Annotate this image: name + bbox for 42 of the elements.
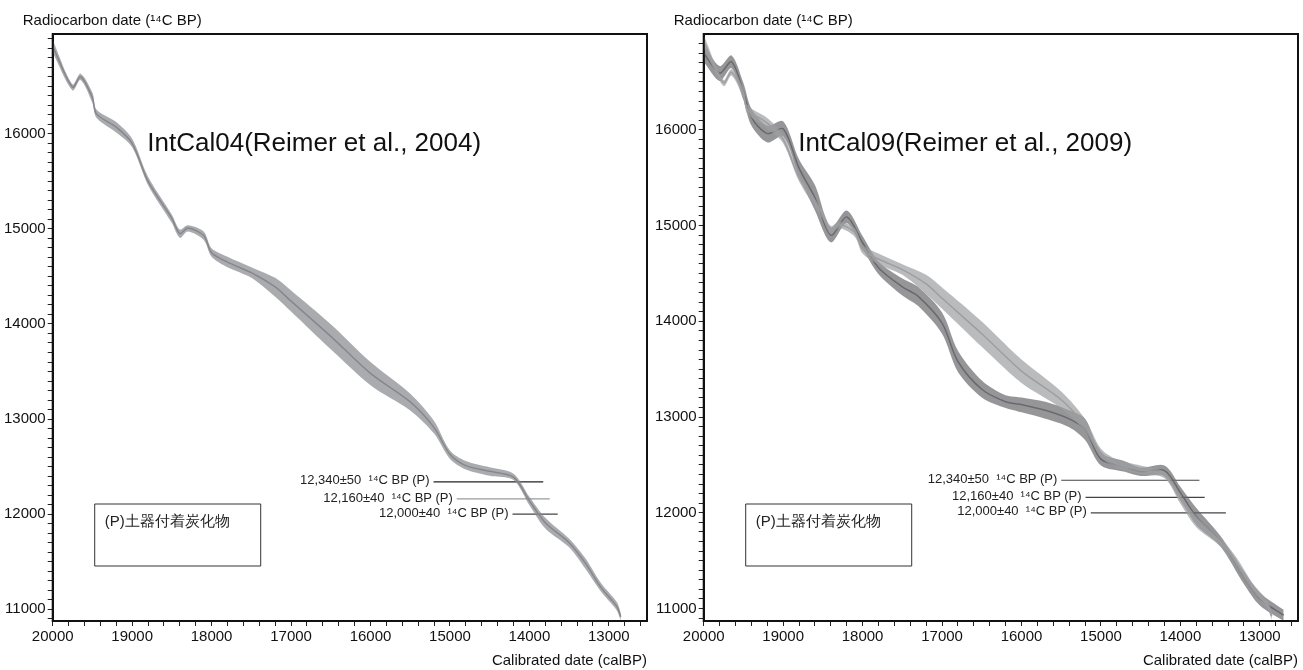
y-tick-label: 16000 <box>654 119 697 137</box>
y-tick-label: 11000 <box>5 599 46 617</box>
x-tick-label: 18000 <box>841 627 884 645</box>
series-label: 12,160±40 ¹⁴C BP (P) <box>323 489 453 505</box>
text: IntCal04(Reimer et al., 2004) <box>147 127 482 158</box>
y-tick-label: 13000 <box>654 407 697 425</box>
x-tick-label: 17000 <box>270 627 312 645</box>
x-axis-title: Calibrated date (calBP) <box>491 650 647 668</box>
y-tick-label: 14000 <box>654 311 697 329</box>
x-tick-label: 15000 <box>429 627 471 645</box>
x-axis-title: Calibrated date (calBP) <box>1142 650 1298 668</box>
y-tick-label: 12000 <box>3 504 46 522</box>
y-axis-title: Radiocarbon date (¹⁴C BP) <box>22 10 202 28</box>
x-tick-label: 14000 <box>1159 627 1202 645</box>
text: IntCal09(Reimer et al., 2009) <box>798 127 1133 158</box>
x-tick-label: 18000 <box>190 627 233 645</box>
y-tick-label: 13000 <box>3 409 46 427</box>
x-tick-label: 13000 <box>1239 627 1281 645</box>
series-label: 12,000±40 ¹⁴C BP (P) <box>957 503 1087 519</box>
x-tick-label: 20000 <box>682 627 725 645</box>
x-tick-label: 16000 <box>349 627 392 645</box>
series-label: 12,000±40 ¹⁴C BP (P) <box>378 504 509 520</box>
y-tick-label: 16000 <box>3 123 46 141</box>
y-tick-label: 14000 <box>3 314 46 332</box>
y-tick-label: 15000 <box>3 219 46 237</box>
y-tick-label: 11000 <box>656 598 697 616</box>
y-axis-title: Radiocarbon date (¹⁴C BP) <box>673 10 853 28</box>
series-label: 12,160±40 ¹⁴C BP (P) <box>952 488 1082 504</box>
annotation: (P)土器付着炭化物 <box>104 512 230 530</box>
x-tick-label: 19000 <box>111 627 154 645</box>
y-tick-label: 15000 <box>654 215 697 233</box>
x-tick-label: 15000 <box>1080 627 1122 645</box>
x-tick-label: 16000 <box>1000 627 1043 645</box>
x-tick-label: 17000 <box>921 627 963 645</box>
x-tick-label: 20000 <box>31 627 74 645</box>
x-tick-label: 13000 <box>588 627 630 645</box>
annotation: (P)土器付着炭化物 <box>755 512 881 530</box>
x-tick-label: 19000 <box>762 627 805 645</box>
x-tick-label: 14000 <box>508 627 551 645</box>
series-label: 12,340±50 ¹⁴C BP (P) <box>927 470 1058 486</box>
series-label: 12,340±50 ¹⁴C BP (P) <box>299 472 430 488</box>
y-tick-label: 12000 <box>654 502 697 520</box>
